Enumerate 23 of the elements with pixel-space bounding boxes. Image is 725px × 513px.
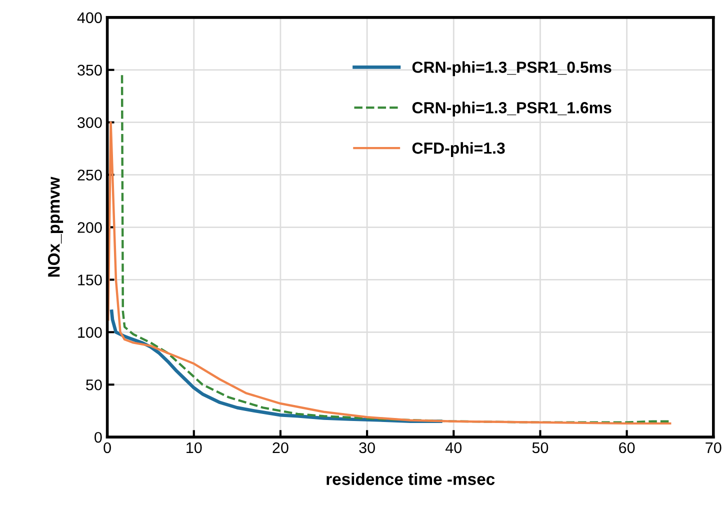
y-tick-label: 0: [94, 432, 102, 443]
x-tick-label: 0: [104, 442, 111, 454]
line-series: [107, 121, 672, 425]
x-tick-label: 20: [272, 442, 288, 454]
y-tick-label: 200: [78, 222, 102, 233]
y-tick-label: 150: [78, 274, 102, 286]
x-tick-label: 40: [446, 442, 462, 454]
x-tick-label: 30: [359, 442, 375, 454]
x-tick-label: 60: [619, 442, 635, 454]
legend-label: CRN-phi=1.3_PSR1_1.6ms: [412, 102, 612, 117]
y-tick-label: 100: [78, 327, 102, 338]
y-tick-label: 50: [86, 379, 102, 390]
x-tick-label: 70: [706, 442, 722, 454]
x-axis-title: residence time -msec: [326, 472, 495, 486]
y-tick-label: 350: [78, 64, 102, 76]
legend-label: CFD-phi=1.3: [412, 142, 505, 157]
legend-label: CRN-phi=1.3_PSR1_0.5ms: [412, 61, 612, 76]
x-tick-label: 10: [186, 442, 202, 454]
y-tick-label: 300: [78, 117, 102, 128]
y-tick-label: 400: [77, 12, 102, 24]
y-tick-label: 250: [78, 170, 102, 180]
y-axis-title: NOx_ppmvw: [48, 176, 64, 277]
x-tick-label: 50: [532, 442, 548, 454]
